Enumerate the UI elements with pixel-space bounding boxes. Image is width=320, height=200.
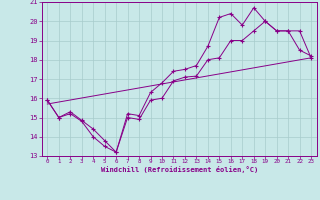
X-axis label: Windchill (Refroidissement éolien,°C): Windchill (Refroidissement éolien,°C) — [100, 166, 258, 173]
